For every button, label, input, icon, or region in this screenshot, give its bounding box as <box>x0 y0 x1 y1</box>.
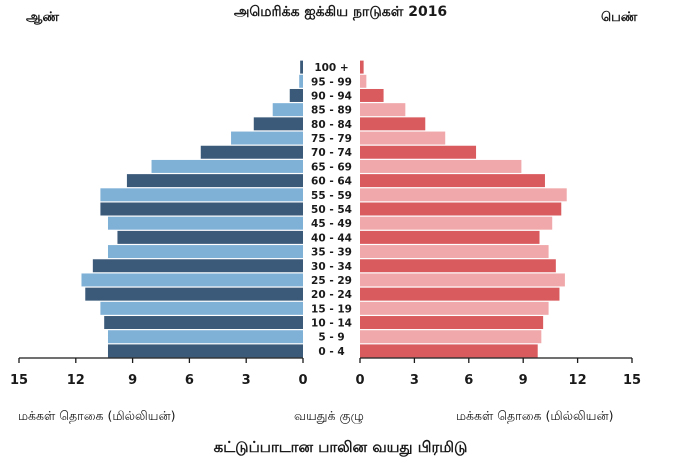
male-bar <box>253 117 303 131</box>
male-bar <box>126 174 303 188</box>
male-bar <box>100 202 303 216</box>
male-bar <box>104 316 303 330</box>
age-group-label: 65 - 69 <box>311 161 352 173</box>
male-bar <box>81 273 303 287</box>
age-group-label: 60 - 64 <box>311 176 352 188</box>
age-group-label: 35 - 39 <box>311 247 352 259</box>
right-tick-label: 12 <box>569 373 587 388</box>
male-bar <box>100 188 303 202</box>
female-bar <box>360 159 522 173</box>
age-group-label: 25 - 29 <box>311 275 352 287</box>
female-bar <box>360 60 364 74</box>
left-tick-label: 0 <box>298 373 307 388</box>
right-tick-label: 0 <box>355 373 364 388</box>
female-bar <box>360 145 477 159</box>
female-bar <box>360 330 542 344</box>
male-bar <box>151 159 303 173</box>
male-bar <box>92 259 303 273</box>
right-tick-label: 3 <box>410 373 419 388</box>
age-group-label: 0 - 4 <box>318 346 344 358</box>
male-bar <box>107 245 303 259</box>
age-group-label: 90 - 94 <box>311 90 352 102</box>
female-bar <box>360 245 549 259</box>
male-bar <box>107 216 303 230</box>
left-tick-label: 6 <box>185 373 194 388</box>
male-bar <box>272 103 303 117</box>
age-group-label: 5 - 9 <box>318 332 344 344</box>
male-bar <box>289 88 303 102</box>
age-group-label: 80 - 84 <box>311 119 352 131</box>
left-tick-label: 15 <box>10 373 28 388</box>
age-group-label: 75 - 79 <box>311 133 352 145</box>
age-group-label: 55 - 59 <box>311 190 352 202</box>
male-bar <box>100 301 303 315</box>
male-bar <box>231 131 303 145</box>
male-bar <box>107 344 303 358</box>
center-axis-title: வயதுக் குழு <box>294 408 364 423</box>
right-tick-label: 9 <box>519 373 528 388</box>
female-bar <box>360 216 553 230</box>
left-tick-label: 9 <box>128 373 137 388</box>
female-bar <box>360 230 540 244</box>
age-group-label: 30 - 34 <box>311 261 352 273</box>
age-group-label: 95 - 99 <box>311 76 352 88</box>
female-bar <box>360 188 567 202</box>
female-bar <box>360 287 560 301</box>
right-axis-title: மக்கள் தொகை (மில்லியன்) <box>456 408 614 423</box>
male-bar <box>300 60 303 74</box>
female-label: பெண் <box>601 10 638 25</box>
age-group-label: 10 - 14 <box>311 318 352 330</box>
left-tick-label: 3 <box>242 373 251 388</box>
age-group-label: 15 - 19 <box>311 303 352 315</box>
male-bar <box>299 74 303 88</box>
female-bar <box>360 88 384 102</box>
male-bar <box>107 330 303 344</box>
female-bar <box>360 344 538 358</box>
female-bar <box>360 273 565 287</box>
age-group-label: 40 - 44 <box>311 232 352 244</box>
age-group-label: 100 + <box>314 62 348 74</box>
female-bar <box>360 117 426 131</box>
chart-title: அமெரிக்க ஐக்கிய நாடுகள் 2016 <box>233 4 448 20</box>
female-bar <box>360 202 562 216</box>
right-tick-label: 15 <box>623 373 641 388</box>
female-bar <box>360 74 367 88</box>
female-bar <box>360 301 549 315</box>
male-bar <box>200 145 303 159</box>
age-group-label: 70 - 74 <box>311 147 352 159</box>
male-label: ஆண் <box>26 10 59 25</box>
left-tick-label: 12 <box>67 373 85 388</box>
age-group-label: 45 - 49 <box>311 218 352 230</box>
female-bar <box>360 259 556 273</box>
left-axis-title: மக்கள் தொகை (மில்லியன்) <box>18 408 176 423</box>
male-bar <box>85 287 304 301</box>
female-bar <box>360 103 406 117</box>
female-bar <box>360 131 446 145</box>
female-bar <box>360 316 544 330</box>
right-tick-label: 6 <box>464 373 473 388</box>
male-bar <box>117 230 303 244</box>
chart-caption: கட்டுப்பாடான பாலின வயது பிரமிடு <box>213 438 468 456</box>
age-group-label: 20 - 24 <box>311 289 352 301</box>
age-group-label: 85 - 89 <box>311 105 352 117</box>
age-group-label: 50 - 54 <box>311 204 352 216</box>
female-bar <box>360 174 545 188</box>
